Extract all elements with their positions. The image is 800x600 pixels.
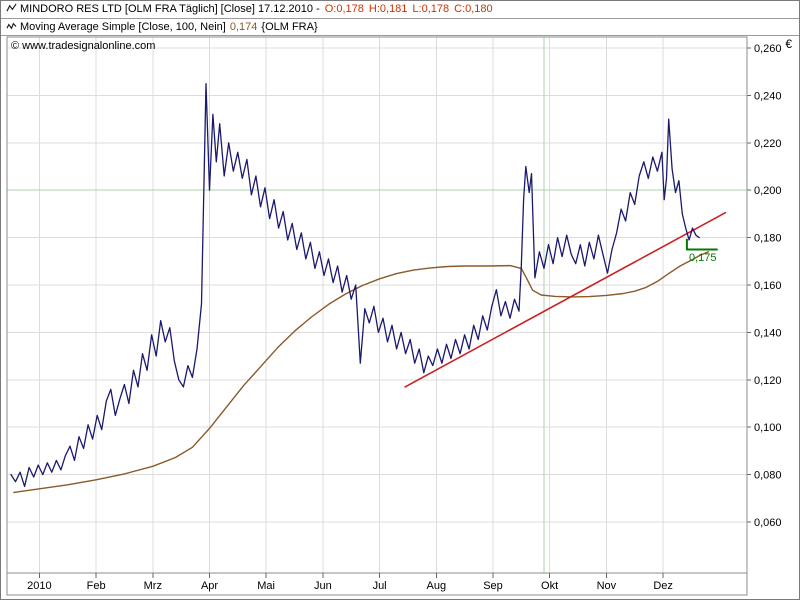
y-axis-label: 0,240 (754, 90, 782, 102)
y-axis-label: 0,200 (754, 185, 782, 197)
line-chart-icon (6, 3, 17, 12)
month-label: 2010 (27, 580, 51, 592)
y-axis-label: 0,100 (754, 422, 782, 434)
moving-average-100-line (13, 251, 710, 494)
month-label: Jun (314, 580, 332, 592)
high-value: H:0,181 (368, 3, 408, 15)
plot-border (6, 36, 748, 574)
open-value: O:0,178 (324, 3, 364, 15)
indicator-curve-icon (6, 22, 17, 30)
x-axis-box (6, 572, 748, 596)
month-label: Okt (541, 580, 558, 592)
y-axis-label: 0,220 (754, 138, 782, 150)
month-label: Dez (653, 580, 673, 592)
y-axis-label: 0,160 (754, 280, 782, 292)
y-axis-label: 0,080 (754, 470, 782, 482)
price-line (10, 82, 700, 488)
y-axis-label: 0,140 (754, 327, 782, 339)
month-label: Aug (427, 580, 447, 592)
trendline (404, 211, 727, 388)
currency-label: € (785, 37, 792, 51)
indicator-label: Moving Average Simple [Close, 100, Nein] (20, 21, 226, 33)
indicator-header: Moving Average Simple [Close, 100, Nein]… (1, 19, 799, 36)
month-label: Mrz (144, 580, 162, 592)
month-label: Nov (597, 580, 617, 592)
instrument-header: MINDORO RES LTD [OLM FRA Täglich] [Close… (1, 1, 799, 19)
month-label: Sep (483, 580, 503, 592)
y-axis-label: 0,260 (754, 43, 782, 55)
y-axis-label: 0,060 (754, 517, 782, 529)
indicator-symbol: {OLM FRA} (261, 21, 318, 33)
close-value: C:0,180 (454, 3, 493, 15)
month-label: Apr (201, 580, 218, 592)
y-axis-label: 0,120 (754, 375, 782, 387)
month-label: Jul (373, 580, 387, 592)
instrument-title: MINDORO RES LTD [OLM FRA Täglich] [Close… (20, 3, 320, 15)
indicator-value: 0,174 (229, 21, 258, 33)
support-price-label: 0,175 (689, 252, 717, 264)
low-value: L:0,178 (412, 3, 450, 15)
copyright-watermark: © www.tradesignalonline.com (11, 40, 156, 52)
month-label: Mai (257, 580, 275, 592)
month-label: Feb (87, 580, 106, 592)
y-axis-label: 0,180 (754, 233, 782, 245)
